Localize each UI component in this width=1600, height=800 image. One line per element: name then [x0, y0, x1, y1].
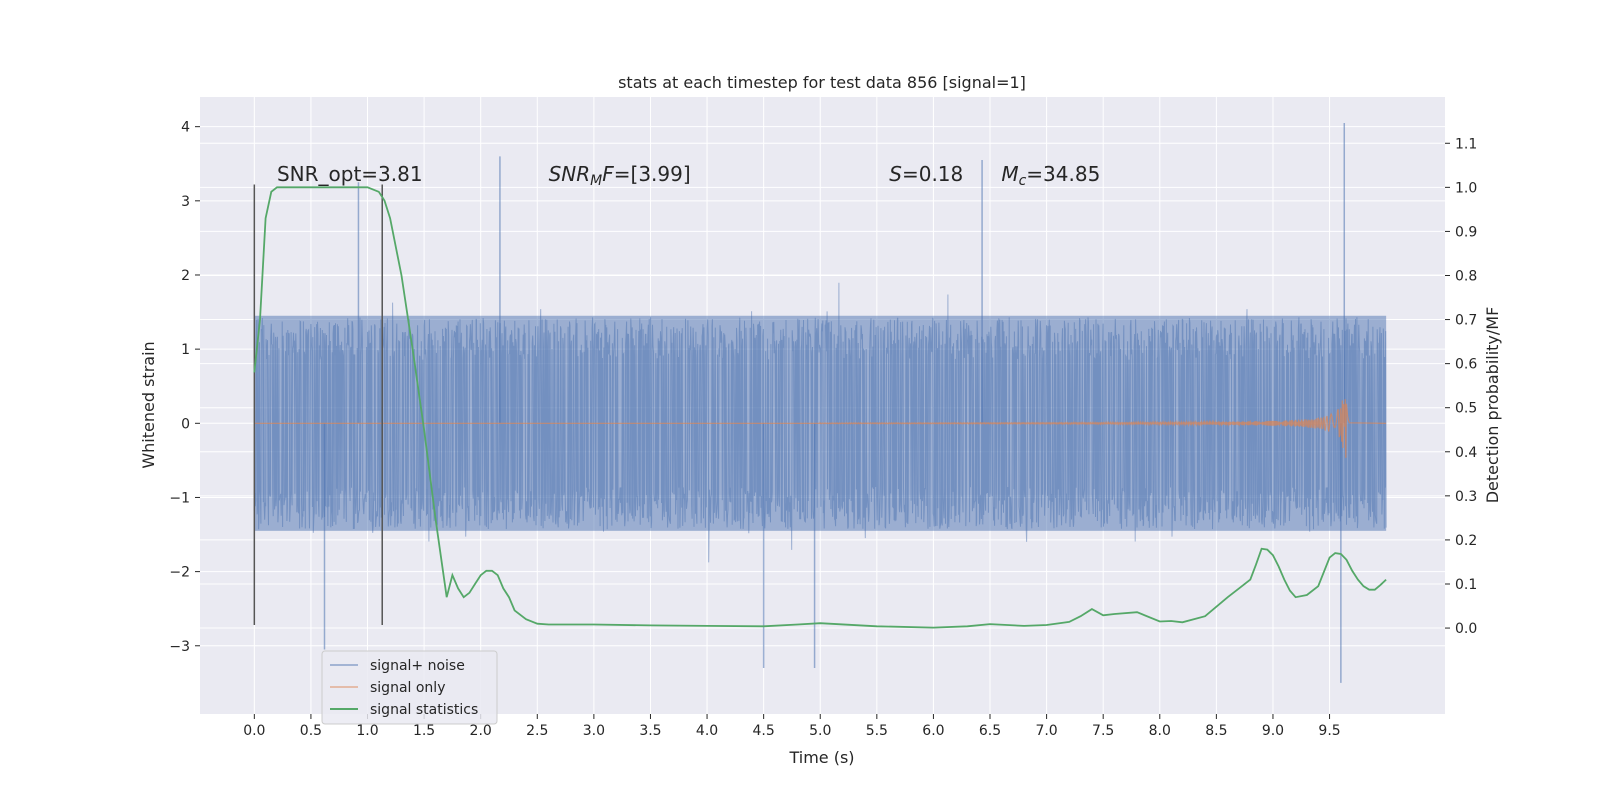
x-tick-label: 3.0 — [583, 723, 605, 739]
right-y-tick-label: 0.6 — [1455, 357, 1477, 373]
x-tick-label: 0.0 — [243, 723, 265, 739]
x-tick-label: 8.0 — [1149, 723, 1171, 739]
right-y-tick-label: 0.8 — [1455, 268, 1477, 284]
annotation-main: M — [1001, 162, 1018, 186]
left-y-tick-label: −3 — [169, 639, 190, 655]
right-y-tick-label: 0.4 — [1455, 445, 1477, 461]
annotation-text: SNR_opt=3.81 — [277, 162, 423, 186]
annotation-tail: F — [602, 162, 614, 186]
x-tick-label: 4.0 — [696, 723, 718, 739]
signal-only-series — [254, 399, 1387, 458]
chart-title: stats at each timestep for test data 856… — [618, 73, 1026, 92]
x-tick-label: 6.0 — [922, 723, 944, 739]
right-y-tick-label: 0.7 — [1455, 313, 1477, 329]
signal-statistics-line — [253, 186, 1387, 629]
legend-label: signal statistics — [370, 702, 478, 718]
left-y-axis-label: Whitened strain — [139, 341, 158, 468]
right-y-tick-label: 1.0 — [1455, 180, 1477, 196]
x-tick-label: 7.0 — [1035, 723, 1057, 739]
annotation-text: Mc=34.85 — [1001, 162, 1100, 189]
left-y-tick-label: 0 — [181, 416, 190, 432]
right-y-tick-label: 1.1 — [1455, 136, 1477, 152]
left-y-tick-label: 2 — [181, 268, 190, 284]
annotation-subscript: M — [590, 173, 602, 189]
left-y-tick-label: −2 — [169, 565, 190, 581]
annotation-tail: =34.85 — [1026, 162, 1100, 186]
annotation-tail: =0.18 — [902, 162, 963, 186]
left-y-tick-label: −1 — [169, 490, 190, 506]
annotation-subscript: c — [1019, 173, 1027, 189]
annotation-text: S=0.18 — [889, 162, 963, 186]
x-tick-label: 2.5 — [526, 723, 548, 739]
annotation-text: SNRMF=[3.99] — [549, 162, 691, 189]
annotation-value: =[3.99] — [614, 162, 691, 186]
x-tick-label: 7.5 — [1092, 723, 1114, 739]
x-tick-label: 9.0 — [1262, 723, 1284, 739]
right-y-tick-label: 0.5 — [1455, 401, 1477, 417]
x-tick-label: 9.5 — [1318, 723, 1340, 739]
annotation-main: SNR — [549, 162, 591, 186]
x-axis-label: Time (s) — [788, 748, 854, 767]
right-y-axis-ticks: 1.1 1.0 0.9 0.8 0.7 0.6 0.5 0.4 0.3 0.2 0.1 0.0 — [1445, 136, 1477, 637]
x-tick-label: 4.5 — [753, 723, 775, 739]
x-tick-label: 1.5 — [413, 723, 435, 739]
x-tick-label: 5.5 — [866, 723, 888, 739]
signal-statistics-series — [253, 186, 1387, 629]
annotation-main: S — [889, 162, 902, 186]
x-tick-label: 0.5 — [300, 723, 322, 739]
legend: signal+ noise signal only signal statistic… — [321, 650, 498, 725]
vertical-markers — [253, 184, 383, 626]
legend-box — [321, 650, 498, 725]
right-y-tick-label: 0.0 — [1455, 621, 1477, 637]
signal-only-line — [254, 399, 1387, 458]
right-y-tick-label: 0.2 — [1455, 533, 1477, 549]
right-y-tick-label: 0.1 — [1455, 577, 1477, 593]
legend-label: signal+ noise — [370, 658, 465, 674]
x-axis-ticks: 0.0 0.5 1.0 1.5 2.0 2.5 3.0 3.5 4.0 4.5 5.0 5.5 6.0 6… — [243, 714, 1341, 739]
x-tick-label: 6.5 — [979, 723, 1001, 739]
left-y-axis-ticks: 4 3 2 1 0 −1 −2 −3 — [169, 120, 200, 655]
left-y-tick-label: 4 — [181, 120, 190, 136]
x-tick-label: 8.5 — [1205, 723, 1227, 739]
x-tick-label: 3.5 — [639, 723, 661, 739]
right-y-tick-label: 0.3 — [1455, 489, 1477, 505]
left-y-tick-label: 1 — [181, 342, 190, 358]
legend-label: signal only — [370, 680, 445, 696]
annotations: SNR_opt=3.81 SNRMF=[3.99] S=0.18 Mc=34.85 — [277, 162, 1100, 189]
annotation-main: SNR_opt=3.81 — [277, 162, 423, 186]
x-tick-label: 5.0 — [809, 723, 831, 739]
left-y-tick-label: 3 — [181, 194, 190, 210]
x-tick-label: 2.0 — [470, 723, 492, 739]
right-y-axis-label: Detection probability/MF — [1483, 307, 1502, 504]
right-y-tick-label: 0.9 — [1455, 224, 1477, 240]
x-tick-label: 1.0 — [356, 723, 378, 739]
